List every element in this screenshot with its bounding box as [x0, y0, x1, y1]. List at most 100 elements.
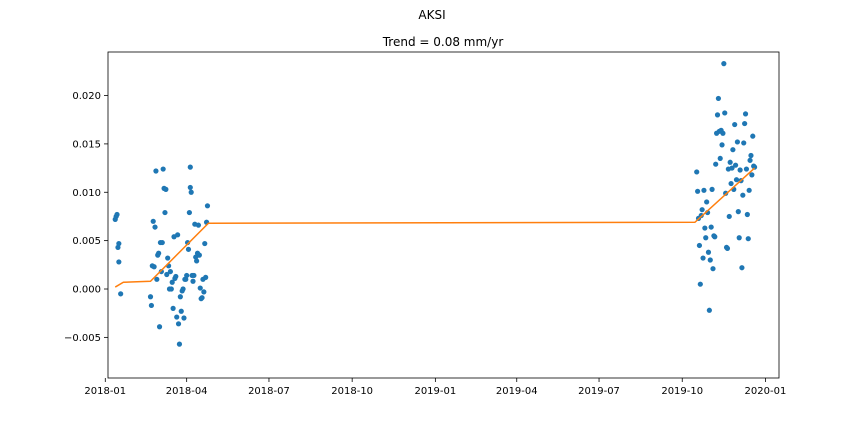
data-point	[202, 240, 208, 247]
x-tick-label: 2020-01	[745, 386, 787, 397]
data-point	[713, 161, 719, 167]
data-point	[168, 286, 174, 292]
data-point	[175, 232, 181, 238]
data-point	[721, 61, 727, 67]
data-point	[702, 225, 708, 231]
data-point	[735, 209, 741, 215]
data-point	[732, 121, 738, 128]
data-point	[703, 235, 709, 241]
data-point	[710, 266, 716, 272]
data-point	[722, 110, 728, 116]
data-point	[742, 111, 749, 117]
x-axis: 2018-01 2018-04 2018-07 2018-10 2019-01 2019-…	[84, 378, 786, 397]
x-tick-label: 2018-01	[84, 386, 126, 397]
data-point	[727, 159, 733, 165]
data-point	[158, 268, 164, 275]
trend-line-group	[114, 167, 756, 288]
data-point	[159, 239, 165, 246]
data-point	[700, 255, 706, 261]
data-point	[167, 268, 173, 275]
y-tick-label: 0.020	[72, 91, 101, 102]
data-point	[740, 192, 746, 198]
x-tick-label: 2019-04	[496, 386, 538, 397]
data-points	[112, 61, 758, 347]
y-tick-label: 0.005	[72, 236, 101, 247]
data-point	[743, 166, 750, 172]
chart-title: Trend = 0.08 mm/yr	[382, 35, 504, 49]
data-point	[116, 259, 122, 265]
data-point	[749, 172, 755, 178]
data-point	[115, 244, 121, 251]
data-point	[707, 257, 713, 263]
y-tick-label: −0.005	[64, 333, 101, 344]
data-point	[696, 242, 703, 249]
y-tick-label: 0.010	[72, 188, 101, 199]
data-point	[116, 240, 122, 247]
data-point	[699, 207, 705, 213]
data-point	[730, 147, 736, 153]
data-point	[726, 213, 732, 220]
data-point	[719, 142, 725, 148]
data-point	[201, 289, 207, 295]
x-tick-label: 2019-01	[414, 386, 456, 397]
data-point	[712, 234, 718, 240]
data-point	[184, 272, 190, 279]
y-tick-label: 0.015	[72, 139, 101, 150]
y-tick-label: 0.000	[72, 285, 101, 296]
data-point	[114, 211, 120, 218]
data-point	[154, 276, 160, 282]
data-point	[153, 168, 159, 174]
data-point	[750, 133, 756, 139]
y-axis: −0.005 0.000 0.005 0.010 0.015 0.020	[64, 91, 108, 344]
data-point	[746, 187, 752, 193]
data-point	[165, 255, 171, 261]
data-point	[744, 211, 750, 218]
data-point	[175, 321, 182, 327]
x-tick-label: 2018-04	[166, 386, 208, 397]
data-point	[708, 224, 714, 230]
data-point	[164, 271, 170, 278]
data-point	[160, 166, 166, 172]
data-point	[694, 169, 700, 175]
data-point	[732, 162, 739, 168]
data-point	[199, 295, 205, 301]
data-point	[162, 209, 168, 216]
trend-line	[114, 167, 756, 288]
data-point	[701, 187, 707, 193]
data-point	[156, 324, 163, 330]
data-point	[178, 308, 184, 314]
data-point	[745, 236, 751, 242]
data-point	[181, 315, 187, 321]
data-point	[196, 252, 202, 258]
data-point	[118, 291, 124, 297]
data-point	[191, 272, 197, 279]
data-point	[737, 167, 743, 173]
data-point	[734, 139, 741, 145]
data-point	[147, 294, 154, 300]
data-point	[163, 186, 169, 192]
data-point	[714, 112, 721, 118]
data-point	[729, 165, 735, 171]
data-point	[186, 209, 192, 216]
data-point	[152, 224, 158, 230]
data-point	[187, 164, 193, 170]
data-point	[733, 177, 740, 183]
data-point	[739, 265, 745, 271]
data-point	[706, 307, 712, 313]
data-point	[720, 130, 726, 136]
data-point	[695, 188, 701, 194]
data-point	[747, 157, 753, 163]
data-point	[188, 189, 194, 195]
data-point	[190, 278, 196, 284]
data-point	[705, 249, 712, 255]
data-point	[697, 281, 703, 287]
data-point	[715, 95, 722, 102]
data-point	[156, 250, 162, 256]
data-point	[195, 222, 202, 228]
data-point	[148, 302, 155, 309]
x-tick-label: 2019-07	[578, 386, 620, 397]
data-point	[709, 186, 715, 192]
data-point	[187, 184, 193, 191]
data-point	[194, 258, 200, 264]
